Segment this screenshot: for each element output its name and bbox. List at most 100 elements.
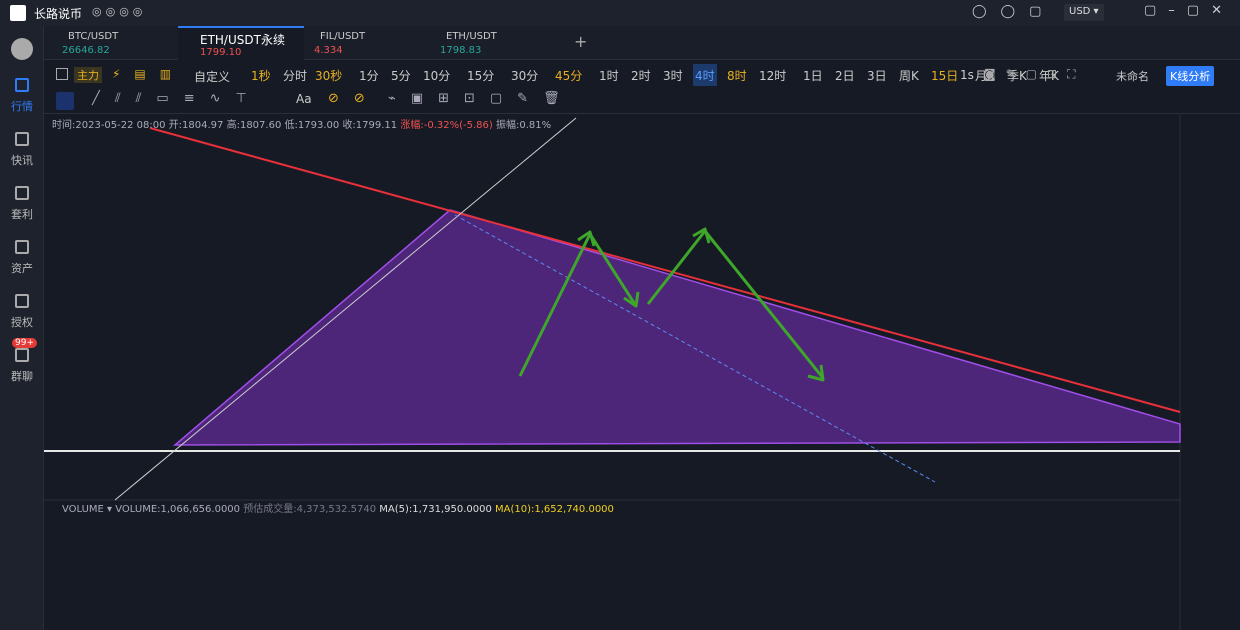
tab-symbol: FIL/USDT <box>320 31 366 42</box>
tab[interactable]: ETH/USDT永续 1799.10 <box>178 26 304 60</box>
arrow-head <box>623 291 640 308</box>
timeframe[interactable]: 45分 <box>555 69 583 83</box>
layout-name[interactable]: 未命名 <box>1116 70 1149 83</box>
timeframe[interactable]: 月K <box>975 69 995 83</box>
volume-info: VOLUME ▾ VOLUME:1,066,656.0000 预估成交量:4,3… <box>62 502 614 515</box>
timeframe[interactable]: 10分 <box>423 69 451 83</box>
timeframe[interactable]: 季K <box>1007 69 1027 83</box>
side-icon[interactable] <box>15 240 29 254</box>
volume-ma10: MA(10):1,652,740.0000 <box>495 504 614 515</box>
timeframe[interactable]: 1时 <box>599 69 619 83</box>
arrow-head <box>807 364 825 382</box>
timeframe[interactable]: 3日 <box>867 69 887 83</box>
social-icons[interactable]: ◎◎◎◎ <box>92 5 147 18</box>
timeframe[interactable]: 15分 <box>467 69 495 83</box>
timeframe[interactable]: 2时 <box>631 69 651 83</box>
timeframe[interactable]: 1日 <box>803 69 823 83</box>
side-icon[interactable] <box>15 78 29 92</box>
custom[interactable]: 自定义 <box>194 70 231 84</box>
currency: USD <box>1069 6 1091 17</box>
add-tab[interactable]: + <box>574 32 588 51</box>
timeframe[interactable]: 年K <box>1039 69 1059 83</box>
tab-symbol: BTC/USDT <box>68 31 119 42</box>
side-label[interactable]: 套利 <box>11 208 33 221</box>
timeframe[interactable]: 8时 <box>727 69 747 83</box>
tab-price: 1799.10 <box>200 47 242 58</box>
volume-ma5: MA(5):1,731,950.0000 <box>379 504 492 515</box>
volume-estimate: 预估成交量:4,373,532.5740 <box>243 502 376 515</box>
timeframe[interactable]: 30秒 <box>315 69 343 83</box>
top-bar: 长路说币 ◎◎◎◎ ◯◯▢ USD ▾ ▢–▢✕ <box>0 0 1240 26</box>
tab-symbol: ETH/USDT永续 <box>200 33 285 47</box>
tool-icons[interactable]: ╱⫽⫽▭≡∿⊤ <box>92 91 262 106</box>
app-logo <box>10 5 26 21</box>
indicator-icon[interactable] <box>56 68 68 80</box>
arrow-head <box>692 227 711 244</box>
app-title: 长路说币 <box>34 7 83 21</box>
side-logo <box>11 38 33 60</box>
toolbar-icons-right[interactable]: ◙✎▢⊡⛶ <box>984 67 1086 81</box>
side-label[interactable]: 快讯 <box>11 154 33 167</box>
info-close: 收:1799.11 <box>342 118 397 131</box>
timeframe[interactable]: 分时 <box>283 69 308 83</box>
ray-line <box>114 117 577 501</box>
info-low: 低:1793.00 <box>285 118 340 131</box>
crosshair-tool[interactable] <box>56 92 74 110</box>
tab-price: 26646.82 <box>62 45 110 56</box>
timeframe[interactable]: 3时 <box>663 69 683 83</box>
indicator[interactable]: 主力 <box>74 67 102 83</box>
timeframe[interactable]: 2日 <box>835 69 855 83</box>
timeframe[interactable]: 1秒 <box>251 69 271 83</box>
tab[interactable]: ETH/USDT 1798.83 <box>430 26 556 60</box>
info-change: 涨幅:-0.32%(-5.86) <box>400 118 493 131</box>
info-amplitude: 振幅:0.81% <box>496 118 551 131</box>
tab-price: 4.334 <box>314 45 343 56</box>
timeframe[interactable]: 1分 <box>359 69 379 83</box>
dashed-line <box>454 214 936 483</box>
info-high: 高:1807.60 <box>227 118 282 131</box>
drawing-tools: ╱⫽⫽▭≡∿⊤ Aa ⊘⊘ ⌁▣⊞⊡▢✎🗑 <box>44 88 1240 114</box>
timeframe[interactable]: 15日 <box>931 69 959 83</box>
sidebar: 行情快讯套利资产授权群聊 99+ <box>0 26 44 630</box>
side-label[interactable]: 资产 <box>11 262 33 275</box>
side-icon[interactable] <box>15 348 29 362</box>
tab-symbol: ETH/USDT <box>446 31 497 42</box>
toolbar-icons[interactable]: ⚡▤▥ <box>112 67 186 81</box>
timeframe[interactable]: 周K <box>899 69 919 83</box>
timeframe[interactable]: 4时 <box>693 64 717 86</box>
timeframe[interactable]: 5分 <box>391 69 411 83</box>
info-open: 开:1804.97 <box>169 120 224 131</box>
volume-name: VOLUME <box>62 504 104 515</box>
tab[interactable]: BTC/USDT 26646.82 <box>52 26 178 60</box>
tabs: BTC/USDT 26646.82 ETH/USDT永续 1799.10 FIL/USD… <box>44 26 1240 60</box>
ohlc-info: 时间:2023-05-22 08:00 开:1804.97 高:1807.60 … <box>52 118 551 131</box>
tab-price: 1798.83 <box>440 45 482 56</box>
green-arrows <box>518 227 825 382</box>
timeframe[interactable]: 12时 <box>759 69 787 83</box>
arrow-head <box>577 230 596 247</box>
toolbar: 主力 ⚡▤▥ 自定义 1秒 分时 30秒 1分 5分 10分 15分 30分 45分 1时 2时 3时 4时 8… <box>44 62 1240 88</box>
side-icon[interactable] <box>15 186 29 200</box>
timeframe[interactable]: 30分 <box>511 69 539 83</box>
tool-icons-2[interactable]: ⊘⊘ <box>328 91 380 106</box>
side-label[interactable]: 群聊 <box>11 370 33 383</box>
text-tool[interactable]: Aa <box>296 92 312 106</box>
interval[interactable]: 1s <box>960 68 974 82</box>
currency-select[interactable]: USD ▾ <box>1064 4 1104 21</box>
window-controls[interactable]: ▢–▢✕ <box>1144 3 1234 18</box>
tab[interactable]: FIL/USDT 4.334 <box>304 26 430 60</box>
side-label[interactable]: 授权 <box>11 316 33 329</box>
side-label[interactable]: 行情 <box>11 100 33 113</box>
trend-line <box>149 127 1181 413</box>
info-time: 时间:2023-05-22 08:00 <box>52 118 165 131</box>
analysis[interactable]: K线分析 <box>1166 66 1215 86</box>
side-icon[interactable] <box>15 294 29 308</box>
side-icon[interactable] <box>15 132 29 146</box>
volume-value: VOLUME:1,066,656.0000 <box>115 504 240 515</box>
badge: 99+ <box>12 338 37 348</box>
top-icons[interactable]: ◯◯▢ <box>972 4 1056 19</box>
tool-icons-3[interactable]: ⌁▣⊞⊡▢✎🗑 <box>388 91 575 106</box>
triangle-pattern <box>172 209 1181 446</box>
